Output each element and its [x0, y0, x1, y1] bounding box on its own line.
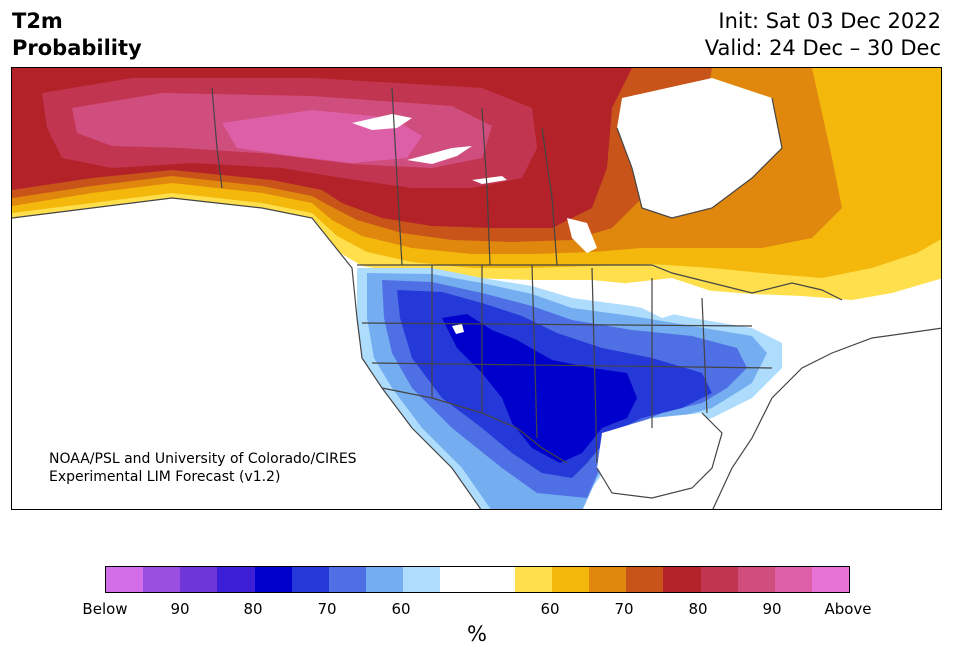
atlantic-coast — [712, 327, 941, 509]
us-state-border-3 — [531, 264, 538, 439]
colorbar-segment — [551, 567, 590, 592]
colorbar-tick-label: Above — [824, 600, 872, 618]
colorbar-tick-label: 90 — [170, 600, 190, 618]
great-bear-lake — [352, 114, 412, 130]
colorbar-segment — [514, 567, 552, 592]
colorbar-segment — [440, 567, 478, 592]
init-date: Init: Sat 03 Dec 2022 — [718, 9, 941, 33]
colorbar-tick-label: 90 — [762, 600, 782, 618]
hudson-bay-coast — [616, 97, 783, 219]
pacific-ocean — [12, 198, 481, 509]
us-state-border-6 — [701, 297, 708, 414]
canada-province-border-1 — [391, 87, 403, 266]
forecast-map — [11, 67, 942, 510]
colorbar-tick-label: 70 — [317, 600, 337, 618]
colorbar-tick-label: 60 — [391, 600, 411, 618]
colorbar-segment — [811, 567, 850, 592]
colorbar-segment — [626, 567, 664, 592]
credit-line-2: Experimental LIM Forecast (v1.2) — [49, 469, 281, 485]
great-slave-lake — [407, 146, 472, 164]
colorbar-segment — [143, 567, 181, 592]
valid-date: Valid: 24 Dec – 30 Dec — [704, 36, 941, 60]
colorbar-tick-label: 80 — [688, 600, 708, 618]
colorbar-unit: % — [467, 622, 487, 646]
colorbar-segment — [663, 567, 701, 592]
pacific-coast — [12, 197, 482, 509]
canada-province-border-3 — [541, 127, 558, 266]
colorbar-tick-label: 70 — [614, 600, 634, 618]
canada-province-border-2 — [481, 107, 491, 266]
colorbar-segment — [774, 567, 812, 592]
colorbar-segment — [328, 567, 367, 592]
colorbar-segment — [254, 567, 292, 592]
us-mexico-border — [381, 387, 568, 464]
cold-band-75 — [442, 314, 637, 463]
us-state-latitude-2 — [371, 362, 773, 369]
map-canvas — [12, 68, 941, 509]
colorbar-tick-label: 60 — [540, 600, 560, 618]
title-probability: Probability — [12, 36, 142, 60]
hudson-bay — [617, 78, 782, 218]
colorbar-segment — [366, 567, 404, 592]
colorbar-segment — [737, 567, 775, 592]
us-state-latitude-1 — [361, 322, 753, 327]
colorbar-segment — [700, 567, 738, 592]
colorbar-tick-label: Below — [82, 600, 128, 618]
map-borders — [12, 87, 941, 509]
colorbar-segment — [403, 567, 441, 592]
us-canada-border — [357, 264, 843, 301]
great-lakes — [627, 278, 752, 318]
colorbar-segment — [589, 567, 627, 592]
colorbar-segment — [217, 567, 255, 592]
gulf-coast — [596, 412, 723, 499]
title-variable: T2m — [12, 9, 63, 33]
map-title: T2m Probability — [12, 8, 142, 62]
lake-athabasca — [472, 176, 507, 184]
lake-winnipeg — [567, 218, 597, 253]
great-salt-lake — [452, 324, 464, 334]
credit-line-1: NOAA/PSL and University of Colorado/CIRE… — [49, 451, 357, 467]
colorbar-segment — [291, 567, 329, 592]
canada-territory-border — [211, 87, 223, 189]
gulf-of-mexico — [597, 413, 722, 498]
forecast-dates: Init: Sat 03 Dec 2022 Valid: 24 Dec – 30… — [705, 8, 941, 62]
atlantic-ocean — [712, 328, 941, 509]
colorbar-segment — [477, 567, 515, 592]
colorbar-segment — [180, 567, 218, 592]
colorbar-tick-label: 80 — [243, 600, 263, 618]
probability-colorbar — [105, 566, 850, 593]
forecast-credit: NOAA/PSL and University of Colorado/CIRE… — [49, 450, 357, 486]
colorbar-segment — [106, 567, 144, 592]
